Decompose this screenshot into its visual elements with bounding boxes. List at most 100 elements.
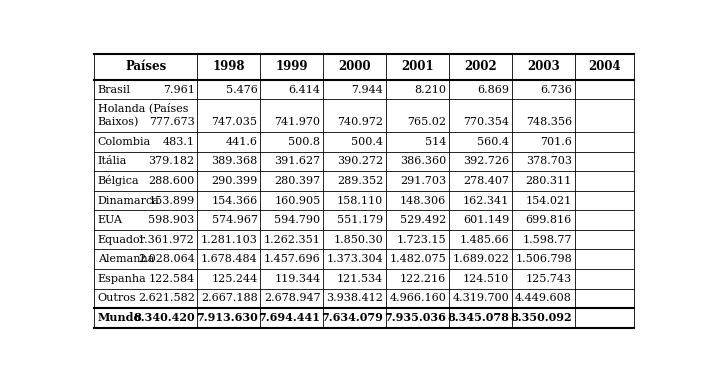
Text: 7.694.441: 7.694.441 — [259, 312, 321, 324]
Text: Bélgica: Bélgica — [97, 175, 139, 186]
Text: Holanda (Países: Holanda (Países — [97, 102, 188, 113]
Text: 2001: 2001 — [401, 60, 434, 73]
Text: 748.356: 748.356 — [526, 117, 572, 127]
Text: 765.02: 765.02 — [407, 117, 447, 127]
Text: 125.743: 125.743 — [526, 274, 572, 284]
Text: 500.4: 500.4 — [351, 137, 383, 147]
Text: 153.899: 153.899 — [149, 195, 195, 206]
Text: 278.407: 278.407 — [463, 176, 509, 186]
Text: 2002: 2002 — [464, 60, 497, 73]
Text: 1.457.696: 1.457.696 — [264, 254, 321, 264]
Text: Alemanha: Alemanha — [97, 254, 154, 264]
Text: Países: Países — [125, 60, 166, 73]
Text: 1.262.351: 1.262.351 — [264, 235, 321, 245]
Text: 1.482.075: 1.482.075 — [390, 254, 447, 264]
Text: 6.869: 6.869 — [477, 85, 509, 94]
Text: 378.703: 378.703 — [526, 156, 572, 166]
Text: 379.182: 379.182 — [149, 156, 195, 166]
Text: 158.110: 158.110 — [337, 195, 383, 206]
Text: 160.905: 160.905 — [274, 195, 321, 206]
Text: 8.340.420: 8.340.420 — [133, 312, 195, 324]
Text: 4.319.700: 4.319.700 — [452, 293, 509, 304]
Text: 7.913.630: 7.913.630 — [196, 312, 257, 324]
Text: 6.736: 6.736 — [540, 85, 572, 94]
Text: 124.510: 124.510 — [463, 274, 509, 284]
Text: 2003: 2003 — [527, 60, 560, 73]
Text: 1.485.66: 1.485.66 — [459, 235, 509, 245]
Text: 154.366: 154.366 — [211, 195, 257, 206]
Text: 1.723.15: 1.723.15 — [397, 235, 447, 245]
Text: 741.970: 741.970 — [274, 117, 321, 127]
Text: 390.272: 390.272 — [337, 156, 383, 166]
Text: 6.414: 6.414 — [289, 85, 321, 94]
Text: 1.678.484: 1.678.484 — [201, 254, 257, 264]
Text: 386.360: 386.360 — [400, 156, 447, 166]
Text: 8.210: 8.210 — [415, 85, 447, 94]
Text: Mundo: Mundo — [97, 312, 141, 324]
Text: 288.600: 288.600 — [149, 176, 195, 186]
Text: 122.584: 122.584 — [149, 274, 195, 284]
Text: 594.790: 594.790 — [274, 215, 321, 225]
Text: 8.345.078: 8.345.078 — [447, 312, 509, 324]
Text: 2.621.582: 2.621.582 — [138, 293, 195, 304]
Text: 8.350.092: 8.350.092 — [510, 312, 572, 324]
Text: 529.492: 529.492 — [400, 215, 447, 225]
Text: 148.306: 148.306 — [400, 195, 447, 206]
Text: 740.972: 740.972 — [337, 117, 383, 127]
Text: 551.179: 551.179 — [337, 215, 383, 225]
Text: 701.6: 701.6 — [540, 137, 572, 147]
Text: 1.373.304: 1.373.304 — [326, 254, 383, 264]
Text: 483.1: 483.1 — [163, 137, 195, 147]
Text: 162.341: 162.341 — [463, 195, 509, 206]
Text: 7.961: 7.961 — [163, 85, 195, 94]
Text: 1.689.022: 1.689.022 — [452, 254, 509, 264]
Text: 280.397: 280.397 — [274, 176, 321, 186]
Text: 5.476: 5.476 — [225, 85, 257, 94]
Text: 1.361.972: 1.361.972 — [138, 235, 195, 245]
Text: 1998: 1998 — [213, 60, 245, 73]
Text: 3.938.412: 3.938.412 — [326, 293, 383, 304]
Text: 1.598.77: 1.598.77 — [523, 235, 572, 245]
Text: 4.449.608: 4.449.608 — [515, 293, 572, 304]
Text: 7.634.079: 7.634.079 — [321, 312, 383, 324]
Text: 2.028.064: 2.028.064 — [138, 254, 195, 264]
Text: 2000: 2000 — [338, 60, 371, 73]
Text: Equador: Equador — [97, 235, 146, 245]
Text: 441.6: 441.6 — [225, 137, 257, 147]
Text: 560.4: 560.4 — [477, 137, 509, 147]
Text: 119.344: 119.344 — [274, 274, 321, 284]
Text: 290.399: 290.399 — [211, 176, 257, 186]
Text: 121.534: 121.534 — [337, 274, 383, 284]
Text: 392.726: 392.726 — [463, 156, 509, 166]
Text: 2.678.947: 2.678.947 — [264, 293, 321, 304]
Text: Outros: Outros — [97, 293, 137, 304]
Text: 514: 514 — [425, 137, 447, 147]
Text: 7.935.036: 7.935.036 — [385, 312, 447, 324]
Text: 7.944: 7.944 — [351, 85, 383, 94]
Text: Espanha: Espanha — [97, 274, 146, 284]
Text: 2.667.188: 2.667.188 — [201, 293, 257, 304]
Text: 598.903: 598.903 — [149, 215, 195, 225]
Text: 389.368: 389.368 — [211, 156, 257, 166]
Text: 2004: 2004 — [588, 60, 621, 73]
Text: 1.506.798: 1.506.798 — [515, 254, 572, 264]
Text: 770.354: 770.354 — [463, 117, 509, 127]
Text: 125.244: 125.244 — [211, 274, 257, 284]
Text: 601.149: 601.149 — [463, 215, 509, 225]
Text: 391.627: 391.627 — [274, 156, 321, 166]
Text: 280.311: 280.311 — [525, 176, 572, 186]
Text: 1999: 1999 — [275, 60, 308, 73]
Text: Dinamarca: Dinamarca — [97, 195, 159, 206]
Text: 1.281.103: 1.281.103 — [201, 235, 257, 245]
Text: 747.035: 747.035 — [212, 117, 257, 127]
Text: 122.216: 122.216 — [400, 274, 447, 284]
Text: Itália: Itália — [97, 156, 127, 166]
Text: EUA: EUA — [97, 215, 123, 225]
Text: 154.021: 154.021 — [525, 195, 572, 206]
Text: 574.967: 574.967 — [212, 215, 257, 225]
Text: Colombia: Colombia — [97, 137, 151, 147]
Text: 4.966.160: 4.966.160 — [390, 293, 447, 304]
Text: 500.8: 500.8 — [289, 137, 321, 147]
Text: 777.673: 777.673 — [149, 117, 195, 127]
Text: 289.352: 289.352 — [337, 176, 383, 186]
